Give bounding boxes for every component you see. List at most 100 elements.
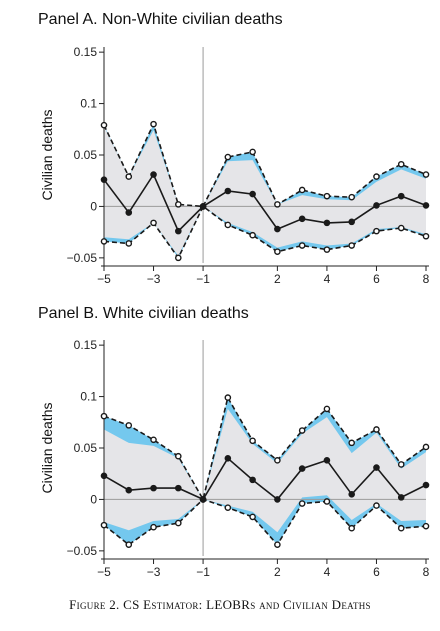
lower-bound-point (150, 219, 157, 227)
x-tick-label: −1 (196, 272, 210, 286)
lower-bound-point (100, 521, 108, 529)
y-tick-label: −0.05 (67, 251, 98, 265)
lower-bound-point (150, 523, 157, 531)
x-tick-label: 2 (274, 272, 281, 286)
x-tick-label: −5 (97, 272, 111, 286)
estimate-point (100, 472, 108, 480)
estimate-point (373, 202, 380, 209)
x-tick-label: 8 (423, 565, 430, 579)
y-tick-label: 0 (90, 199, 97, 213)
upper-bound-point (298, 427, 306, 434)
upper-bound-point (125, 173, 133, 180)
estimate-point (298, 465, 306, 472)
estimate-line (103, 457, 427, 501)
x-tick-label: −5 (97, 565, 111, 579)
upper-bound-point (125, 422, 133, 429)
estimate-point (348, 490, 355, 498)
x-tick-label: 4 (324, 272, 331, 286)
estimate-point (249, 190, 256, 198)
upper-bound-line (103, 395, 427, 502)
x-tick-label: 2 (274, 565, 281, 579)
estimate-point (125, 486, 133, 494)
upper-bound-point (150, 436, 157, 444)
estimate-point (175, 227, 182, 235)
lower-bound-point (422, 522, 430, 530)
estimate-line (103, 172, 427, 233)
lower-bound-point (224, 504, 232, 511)
upper-bound-point (175, 452, 182, 460)
upper-bound-point (373, 426, 380, 433)
upper-bound-point (274, 201, 281, 208)
lower-bound-point (175, 254, 182, 262)
estimate-point (224, 454, 232, 462)
upper-bound-point (224, 394, 232, 401)
upper-bound-point (100, 412, 108, 420)
estimate-point (175, 484, 182, 492)
lower-bound-point (274, 541, 281, 548)
upper-bound-point (249, 437, 256, 445)
upper-bound-point (274, 457, 281, 464)
lower-bound-point (249, 231, 256, 239)
estimate-point (373, 464, 380, 471)
lower-bound-point (348, 524, 355, 532)
estimate-point (348, 218, 355, 226)
lower-bound-point (397, 524, 405, 532)
estimate-point (224, 187, 232, 195)
y-tick-label: −0.05 (67, 544, 98, 558)
lower-bound-line (103, 498, 427, 547)
lower-bound-point (125, 541, 133, 548)
upper-bound-point (224, 153, 232, 161)
lower-bound-point (298, 242, 306, 249)
upper-bound-point (397, 160, 405, 168)
estimate-point (249, 476, 256, 484)
panel-1: Panel A. Non-White civilian deaths Civili… (38, 11, 430, 286)
lower-bound-point (397, 224, 405, 232)
x-tick-label: 8 (423, 272, 430, 286)
x-tick-label: −3 (147, 272, 161, 286)
estimate-point (125, 209, 133, 216)
upper-bound-point (323, 405, 331, 413)
lower-bound-point (323, 498, 331, 505)
estimate-point (150, 484, 157, 492)
estimate-point (274, 496, 281, 503)
estimate-point (199, 203, 207, 210)
upper-bound-point (422, 443, 430, 451)
y-tick-label: 0.1 (80, 97, 97, 111)
figure-caption: Figure 2. CS Estimator: LEOBRs and Civil… (69, 597, 371, 612)
lower-bound-point (323, 246, 331, 253)
upper-bound-point (397, 461, 405, 468)
upper-bound-point (175, 201, 182, 208)
lower-bound-point (274, 248, 281, 255)
x-tick-label: 4 (324, 565, 331, 579)
y-axis-label: Civilian deaths (39, 402, 55, 493)
lower-bound-point (224, 221, 232, 229)
x-tick-label: 6 (373, 565, 380, 579)
lower-bound-point (125, 240, 133, 247)
upper-bound-point (249, 148, 256, 156)
y-tick-label: 0.1 (80, 390, 97, 404)
x-tick-label: 6 (373, 272, 380, 286)
y-tick-label: 0 (90, 492, 97, 506)
estimate-point (397, 192, 405, 200)
estimate-point (323, 219, 331, 227)
upper-bound-line (103, 121, 427, 208)
y-axis-label: Civilian deaths (39, 109, 55, 200)
panel-2: Panel B. White civilian deaths Civilian d… (38, 305, 430, 579)
upper-bound-point (298, 186, 306, 194)
estimate-point (422, 202, 430, 209)
upper-bound-point (150, 120, 157, 128)
upper-bound-point (100, 121, 108, 129)
y-tick-label: 0.05 (74, 441, 98, 455)
lower-bound-point (298, 500, 306, 507)
upper-bound-point (373, 173, 380, 180)
pointwise-confidence-band (104, 408, 426, 533)
lower-bound-point (100, 238, 108, 245)
panel-title: Panel B. White civilian deaths (38, 305, 249, 322)
estimate-point (274, 225, 281, 233)
estimate-point (199, 496, 207, 503)
upper-bound-point (422, 171, 430, 178)
lower-bound-point (373, 227, 380, 235)
lower-bound-point (175, 519, 182, 527)
estimate-point (422, 481, 430, 489)
